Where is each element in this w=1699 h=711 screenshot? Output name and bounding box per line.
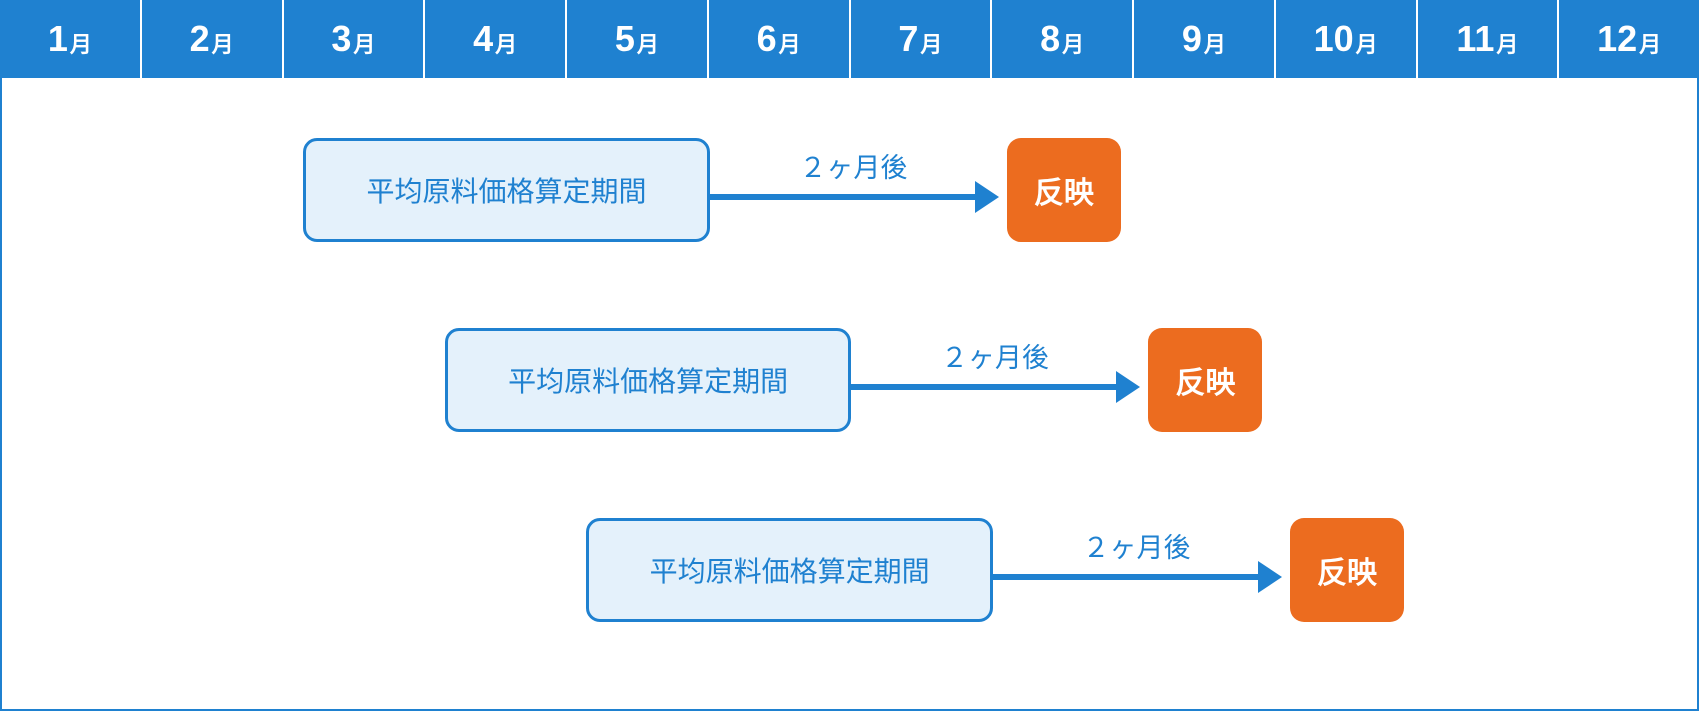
- arrow-head-icon: [975, 181, 999, 213]
- month-number: 7: [898, 21, 918, 57]
- month-number: 1: [48, 21, 68, 57]
- reflection-box: 反映: [1290, 518, 1404, 622]
- month-suffix: 月: [779, 34, 801, 56]
- month-header-cell: 8月: [992, 0, 1134, 78]
- month-header-cell: 12月: [1559, 0, 1699, 78]
- month-header-cell: 5月: [567, 0, 709, 78]
- month-number: 4: [473, 21, 493, 57]
- month-suffix: 月: [212, 34, 234, 56]
- month-suffix: 月: [637, 34, 659, 56]
- arrow-line: [851, 384, 1118, 390]
- calculation-period-box: 平均原料価格算定期間: [586, 518, 993, 622]
- arrow-label: ２ヶ月後: [799, 146, 907, 185]
- month-header-cell: 2月: [142, 0, 284, 78]
- calculation-period-box: 平均原料価格算定期間: [303, 138, 710, 242]
- month-suffix: 月: [920, 34, 942, 56]
- month-header-cell: 6月: [709, 0, 851, 78]
- month-header-cell: 4月: [425, 0, 567, 78]
- month-number: 6: [757, 21, 777, 57]
- arrow-line: [710, 194, 977, 200]
- month-suffix: 月: [1356, 34, 1378, 56]
- month-suffix: 月: [495, 34, 517, 56]
- month-number: 5: [615, 21, 635, 57]
- month-number: 12: [1597, 21, 1637, 57]
- timeline-chart: 1月2月3月4月5月6月7月8月9月10月11月12月 平均原料価格算定期間反映…: [0, 0, 1699, 711]
- month-suffix: 月: [353, 34, 375, 56]
- month-number: 11: [1456, 21, 1494, 57]
- month-header-cell: 11月: [1418, 0, 1560, 78]
- month-header-cell: 10月: [1276, 0, 1418, 78]
- arrow-label: ２ヶ月後: [941, 336, 1049, 375]
- delay-arrow: ２ヶ月後: [710, 138, 997, 242]
- month-suffix: 月: [1204, 34, 1226, 56]
- arrow-head-icon: [1258, 561, 1282, 593]
- month-header-cell: 3月: [284, 0, 426, 78]
- month-suffix: 月: [70, 34, 92, 56]
- month-header-cell: 9月: [1134, 0, 1276, 78]
- month-suffix: 月: [1639, 34, 1661, 56]
- calculation-period-box: 平均原料価格算定期間: [445, 328, 852, 432]
- month-number: 8: [1040, 21, 1060, 57]
- month-number: 9: [1182, 21, 1202, 57]
- arrow-head-icon: [1116, 371, 1140, 403]
- month-number: 2: [190, 21, 210, 57]
- month-header-cell: 1月: [0, 0, 142, 78]
- arrow-line: [993, 574, 1260, 580]
- reflection-box: 反映: [1007, 138, 1121, 242]
- month-header-row: 1月2月3月4月5月6月7月8月9月10月11月12月: [0, 0, 1699, 78]
- month-suffix: 月: [1496, 34, 1518, 56]
- month-suffix: 月: [1062, 34, 1084, 56]
- month-number: 3: [331, 21, 351, 57]
- delay-arrow: ２ヶ月後: [993, 518, 1280, 622]
- delay-arrow: ２ヶ月後: [851, 328, 1138, 432]
- arrow-label: ２ヶ月後: [1083, 526, 1191, 565]
- month-header-cell: 7月: [851, 0, 993, 78]
- month-number: 10: [1314, 21, 1354, 57]
- timeline-body: 平均原料価格算定期間反映２ヶ月後平均原料価格算定期間反映２ヶ月後平均原料価格算定…: [0, 78, 1699, 711]
- reflection-box: 反映: [1148, 328, 1262, 432]
